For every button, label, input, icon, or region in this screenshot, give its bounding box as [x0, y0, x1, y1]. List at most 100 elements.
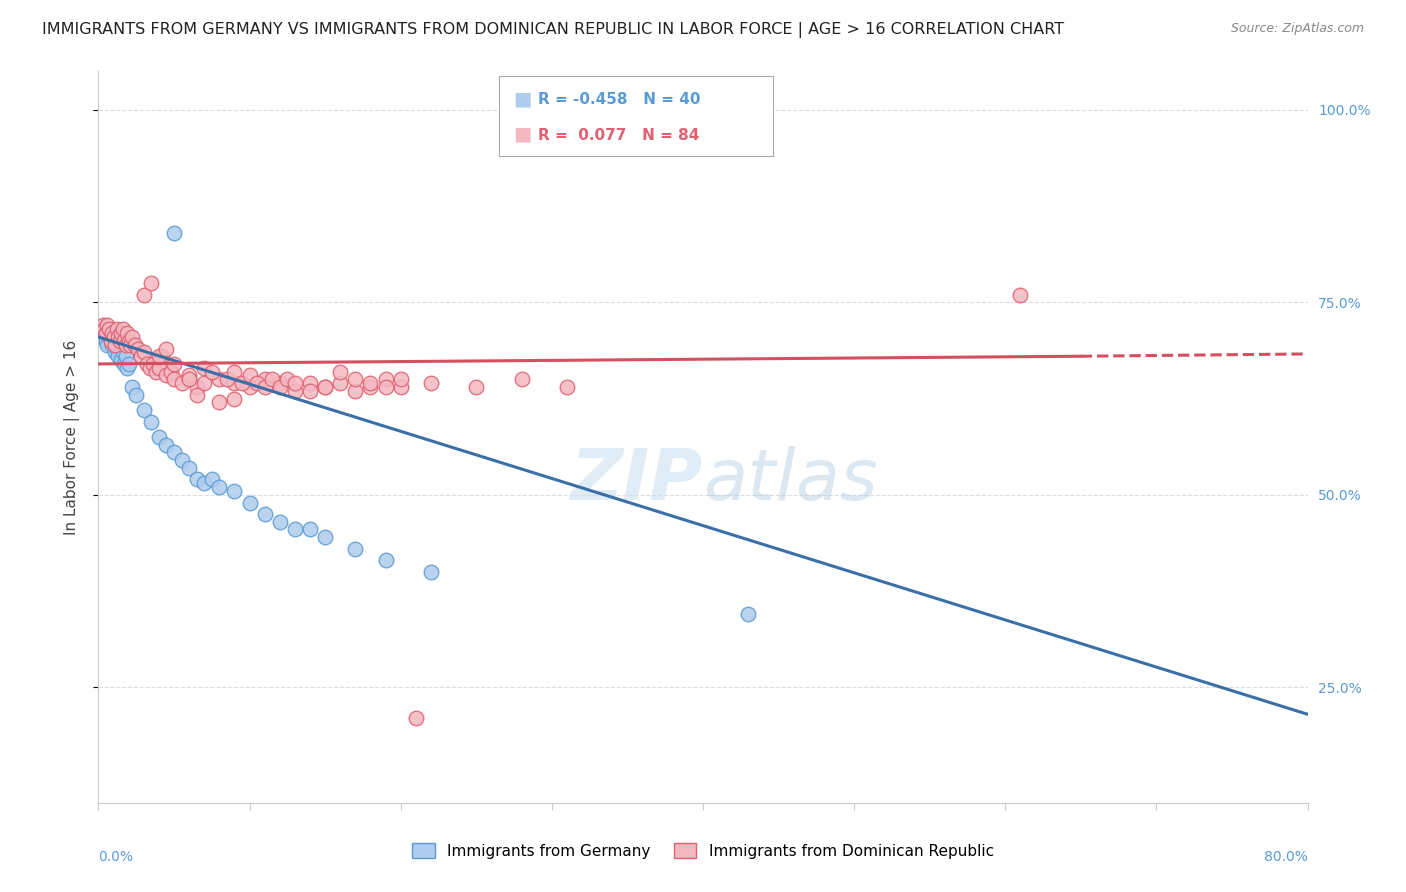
Y-axis label: In Labor Force | Age > 16: In Labor Force | Age > 16: [65, 340, 80, 534]
Text: ■: ■: [513, 89, 531, 108]
Point: [420, 376, 443, 391]
Point: [163, 226, 186, 240]
Legend: Immigrants from Germany, Immigrants from Dominican Republic: Immigrants from Germany, Immigrants from…: [406, 837, 1000, 864]
Point: [132, 287, 155, 301]
Point: [374, 380, 396, 394]
Point: [269, 376, 291, 391]
Point: [96, 318, 118, 333]
Point: [163, 372, 186, 386]
Point: [155, 342, 177, 356]
Point: [344, 384, 367, 398]
Point: [148, 360, 170, 375]
Point: [405, 711, 427, 725]
Point: [142, 357, 165, 371]
Text: atlas: atlas: [703, 447, 877, 516]
Point: [94, 326, 117, 340]
Point: [100, 334, 122, 348]
Point: [115, 360, 138, 375]
Point: [299, 523, 322, 537]
Point: [148, 349, 170, 363]
Point: [329, 365, 352, 379]
Point: [121, 380, 143, 394]
Point: [269, 515, 291, 529]
Point: [224, 376, 246, 391]
Point: [104, 345, 127, 359]
Point: [118, 357, 141, 371]
Point: [299, 384, 322, 398]
Point: [231, 376, 253, 391]
Point: [246, 376, 269, 391]
Point: [91, 318, 114, 333]
Point: [139, 360, 162, 375]
Point: [96, 337, 118, 351]
Point: [100, 334, 122, 348]
Point: [314, 530, 336, 544]
Point: [101, 337, 124, 351]
Point: [132, 403, 155, 417]
Text: ZIP: ZIP: [571, 447, 703, 516]
Text: 80.0%: 80.0%: [1264, 850, 1308, 864]
Point: [98, 326, 121, 340]
Point: [148, 430, 170, 444]
Point: [108, 334, 131, 348]
Point: [201, 472, 224, 486]
Point: [201, 365, 224, 379]
Point: [163, 357, 186, 371]
Point: [111, 345, 134, 359]
Point: [135, 357, 157, 371]
Text: ■: ■: [513, 125, 531, 144]
Point: [141, 415, 163, 429]
Point: [93, 322, 115, 336]
Point: [193, 360, 215, 375]
Point: [262, 372, 284, 386]
Point: [360, 380, 382, 394]
Text: R =  0.077   N = 84: R = 0.077 N = 84: [538, 128, 700, 143]
Point: [239, 495, 262, 509]
Point: [215, 372, 238, 386]
Text: Source: ZipAtlas.com: Source: ZipAtlas.com: [1230, 22, 1364, 36]
Point: [120, 337, 142, 351]
Point: [112, 357, 135, 371]
Point: [155, 368, 177, 383]
Point: [150, 349, 173, 363]
Point: [193, 376, 215, 391]
Point: [208, 372, 231, 386]
Point: [103, 330, 125, 344]
Point: [239, 380, 262, 394]
Point: [145, 365, 167, 379]
Point: [314, 380, 336, 394]
Point: [105, 322, 128, 336]
Point: [163, 445, 186, 459]
Point: [94, 334, 117, 348]
Point: [179, 372, 201, 386]
Point: [141, 276, 163, 290]
Point: [208, 395, 231, 409]
Point: [110, 353, 132, 368]
Point: [253, 380, 276, 394]
Point: [121, 330, 143, 344]
Point: [284, 523, 307, 537]
Point: [160, 365, 183, 379]
Point: [284, 376, 307, 391]
Point: [115, 326, 138, 340]
Point: [179, 368, 201, 383]
Point: [124, 337, 146, 351]
Point: [107, 349, 129, 363]
Point: [103, 334, 125, 348]
Point: [224, 483, 246, 498]
Point: [510, 372, 533, 386]
Point: [389, 380, 412, 394]
Point: [186, 380, 208, 394]
Point: [224, 365, 246, 379]
Point: [465, 380, 488, 394]
Point: [314, 380, 336, 394]
Point: [420, 565, 443, 579]
Point: [193, 476, 215, 491]
Point: [208, 480, 231, 494]
Point: [111, 322, 134, 336]
Text: IMMIGRANTS FROM GERMANY VS IMMIGRANTS FROM DOMINICAN REPUBLIC IN LABOR FORCE | A: IMMIGRANTS FROM GERMANY VS IMMIGRANTS FR…: [42, 22, 1064, 38]
Point: [98, 322, 121, 336]
Point: [114, 337, 136, 351]
Point: [179, 461, 201, 475]
Point: [344, 541, 367, 556]
